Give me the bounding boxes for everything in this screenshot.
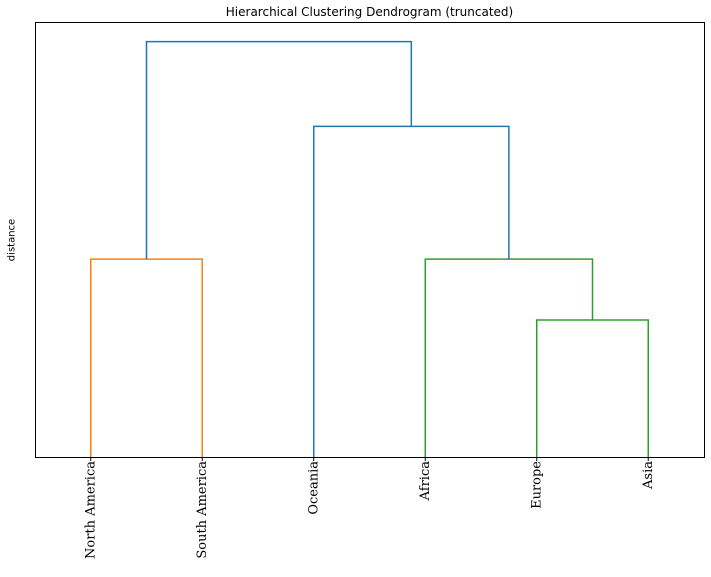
leaf-label-south-america: South America: [195, 461, 210, 559]
leaf-label-asia: Asia: [641, 461, 656, 490]
leaf-label-europe: Europe: [529, 461, 544, 509]
dendrogram-link-3: [424, 258, 594, 457]
dendrogram-link-4: [313, 125, 510, 457]
axes-frame: [35, 22, 705, 458]
x-axis-ticks: [90, 457, 649, 461]
dendrogram-link-1: [90, 258, 203, 457]
chart-title: Hierarchical Clustering Dendrogram (trun…: [225, 5, 514, 19]
x-axis-tick-labels: North America South America Oceania Africa E…: [83, 461, 656, 559]
leaf-label-oceania: Oceania: [306, 461, 321, 515]
dendrogram-link-2: [536, 319, 649, 457]
leaf-label-africa: Africa: [418, 461, 433, 502]
dendrogram-links: [90, 40, 649, 457]
leaf-label-north-america: North America: [83, 461, 98, 559]
dendrogram-link-5: [145, 40, 413, 260]
